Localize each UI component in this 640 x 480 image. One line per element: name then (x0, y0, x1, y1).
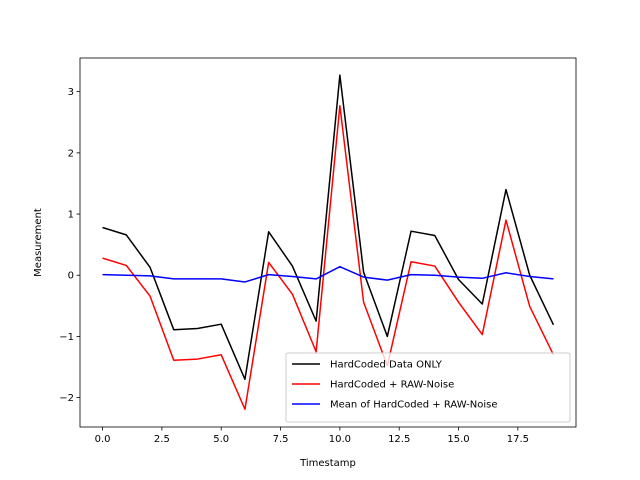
series-line-1 (102, 74, 555, 381)
axes-frame (79, 57, 577, 428)
legend: HardCoded Data ONLY HardCoded + RAW-Noise… (285, 352, 571, 423)
series-line-3 (102, 265, 554, 283)
legend-label-1: HardCoded Data ONLY (330, 360, 443, 371)
x-tick-label: 0.0 (95, 434, 111, 445)
x-tick-label: 7.5 (273, 434, 289, 445)
y-axis: −2 −1 0 1 2 3 (59, 87, 80, 404)
x-tick-label: 15.0 (447, 434, 469, 445)
y-tick-label: 0 (68, 271, 74, 282)
series-layer (102, 74, 555, 410)
x-axis-title: Timestamp (299, 458, 356, 469)
y-tick-label: 2 (68, 148, 74, 159)
y-axis-title: Measurement (33, 208, 44, 277)
legend-label-2: HardCoded + RAW-Noise (330, 380, 454, 391)
x-tick-label: 17.5 (507, 434, 529, 445)
y-tick-label: −1 (59, 332, 74, 343)
x-tick-label: 2.5 (154, 434, 170, 445)
legend-label-3: Mean of HardCoded + RAW-Noise (330, 400, 498, 411)
legend-box (285, 352, 571, 423)
y-tick-label: 1 (68, 210, 74, 221)
y-tick-label: 3 (68, 87, 74, 98)
x-tick-label: 5.0 (213, 434, 229, 445)
series-line-2 (102, 104, 555, 410)
x-tick-label: 10.0 (329, 434, 351, 445)
x-axis: 0.0 2.5 5.0 7.5 10.0 12.5 15.0 17.5 (95, 427, 529, 445)
y-tick-label: −2 (59, 393, 74, 404)
x-tick-label: 12.5 (388, 434, 410, 445)
